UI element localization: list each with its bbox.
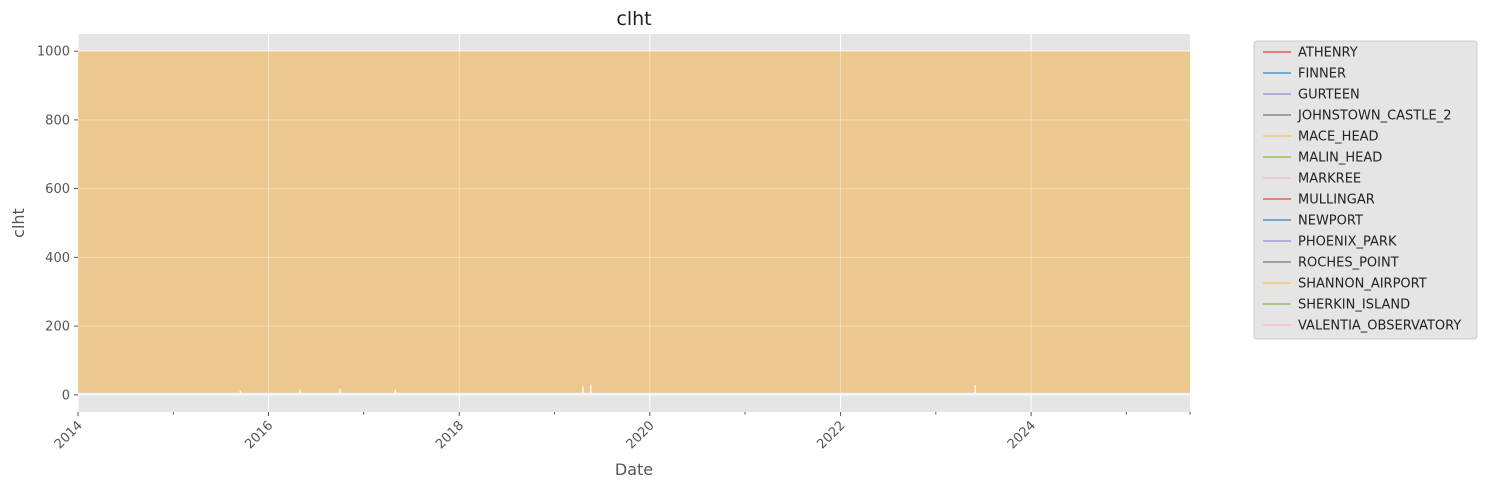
- legend-label: ROCHES_POINT: [1298, 256, 1399, 271]
- legend-label: VALENTIA_OBSERVATORY: [1298, 319, 1461, 334]
- legend-label: SHERKIN_ISLAND: [1298, 298, 1410, 313]
- y-tick-label: 800: [45, 113, 70, 128]
- low-spikes: [78, 384, 1190, 395]
- legend-label: MARKREE: [1298, 172, 1361, 187]
- legend-label: FINNER: [1298, 67, 1346, 82]
- y-tick-label: 400: [45, 251, 70, 266]
- legend-label: MALIN_HEAD: [1298, 151, 1382, 166]
- y-tick-label: 0: [62, 388, 70, 403]
- legend-label: JOHNSTOWN_CASTLE_2: [1297, 109, 1451, 124]
- y-tick-label: 1000: [37, 45, 70, 60]
- legend: ATHENRY FINNER GURTEEN JOHNSTOWN_CASTLE_2 MA…: [1253, 40, 1478, 340]
- legend-label: MULLINGAR: [1298, 193, 1375, 208]
- area-series: [77, 50, 1190, 394]
- legend-label: NEWPORT: [1298, 214, 1363, 229]
- x-tick-label: 2022: [814, 418, 848, 452]
- legend-box: [1253, 40, 1478, 340]
- y-tick-label: 200: [45, 320, 70, 335]
- legend-label: ATHENRY: [1298, 46, 1358, 61]
- legend-label: SHANNON_AIRPORT: [1298, 277, 1427, 292]
- x-tick-label: 2020: [624, 418, 658, 452]
- chart-title: clht: [616, 8, 651, 30]
- y-axis-ticks: 0 200 400 600 800 1000: [37, 45, 78, 403]
- x-tick-label: 2016: [242, 418, 276, 452]
- y-tick-label: 600: [45, 182, 70, 197]
- legend-label: MACE_HEAD: [1298, 130, 1379, 145]
- legend-label: GURTEEN: [1298, 88, 1360, 103]
- x-tick-label: 2024: [1005, 418, 1039, 452]
- y-axis-title: clht: [9, 208, 28, 238]
- x-tick-label: 2018: [433, 418, 467, 452]
- x-axis-title: Date: [615, 460, 653, 479]
- x-axis-ticks: 2014 2016 2018 2020 2022 2024: [52, 412, 1191, 452]
- x-tick-label: 2014: [52, 418, 86, 452]
- combined-fill: [78, 51, 1190, 393]
- legend-label: PHOENIX_PARK: [1298, 235, 1397, 250]
